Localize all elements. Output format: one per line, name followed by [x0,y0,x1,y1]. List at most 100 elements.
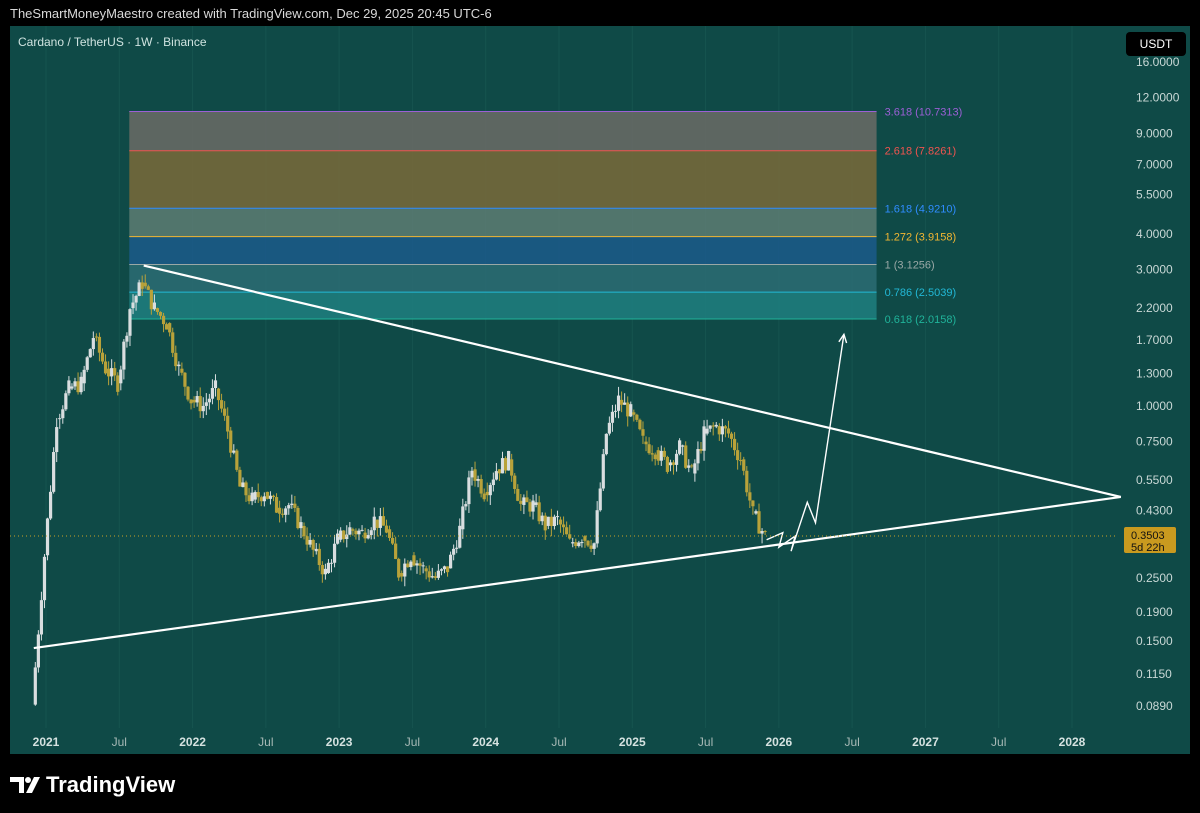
candle-body [256,492,260,498]
y-tick-label: 0.5500 [1136,473,1173,487]
candle-body [177,364,181,367]
candle-body [760,531,764,534]
x-tick-label: 2024 [472,735,499,749]
candle-body [384,525,389,533]
candle-body [671,462,676,465]
candle-body [500,458,505,474]
candle-body [192,399,196,403]
x-tick-label: 2025 [619,735,646,749]
candle-body [305,536,309,545]
candle-body [659,450,663,461]
y-tick-label: 1.3000 [1136,366,1173,380]
triangle-upper-line [143,264,1122,499]
candle-body [467,477,471,505]
candle-body [82,369,86,384]
candle-body [207,398,211,403]
candle-body [226,415,230,432]
candle-body [668,462,673,466]
fib-band [129,236,877,265]
candle-body [97,336,102,353]
candle-body [516,488,520,501]
candle-body [67,380,71,394]
fib-level-label: 2.618 (7.8261) [885,146,957,158]
candle-body [45,518,50,556]
candle-body [290,503,294,505]
candle-body [351,529,355,531]
candle-body [687,465,691,468]
candle-body [158,311,163,316]
candle-body [137,282,141,296]
candle-body [357,530,361,535]
candle-body [525,497,529,503]
candle-body [568,534,572,539]
candle-body [549,516,553,527]
candle-body [100,352,105,362]
candle-body [394,543,398,559]
candle-body [647,444,651,454]
candle-body [684,445,688,468]
candle-body [52,452,56,492]
candle-body [64,393,68,410]
x-tick-label: Jul [258,735,273,749]
footer [0,754,1200,813]
candle-body [476,479,480,481]
candle-body [616,395,621,411]
candle-body [485,491,489,496]
candle-body [540,515,544,522]
candle-body [415,563,419,566]
candle-body [146,286,150,290]
candle-body [619,399,624,405]
candle-body [168,323,172,333]
candle-body [262,496,266,502]
candle-body [73,381,77,387]
candle-body [445,566,450,573]
candle-body [632,412,636,415]
candle-body [128,309,132,336]
candle-body [241,482,245,488]
candle-body [235,450,239,470]
candle-body [232,450,236,453]
candle-body [223,408,227,416]
x-tick-label: 2023 [326,735,353,749]
candle-body [583,536,587,541]
candle-body [439,569,444,571]
candle-body [763,531,767,533]
candle-body [106,368,111,377]
candle-body [690,465,694,467]
candle-body [623,402,627,405]
candle-body [546,516,550,526]
projection-line [766,334,845,552]
candle-body [681,445,685,447]
candle-body [479,479,483,494]
candle-body [732,438,737,451]
y-tick-label: 4.0000 [1136,227,1173,241]
y-tick-label: 12.0000 [1136,91,1180,105]
currency-button[interactable]: USDT [1126,32,1186,56]
candle-body [604,433,608,455]
y-tick-label: 9.0000 [1136,126,1173,140]
candle-body [662,450,666,457]
candle-body [561,524,566,528]
x-tick-label: Jul [698,735,713,749]
candle-body [311,539,315,550]
x-tick-label: Jul [551,735,566,749]
fibonacci-extension: 3.618 (10.7313) 2.618 (7.8261) 1.618 (4.92… [129,107,962,326]
y-tick-label: 0.0890 [1136,699,1173,713]
candle-body [320,564,324,575]
candle-body [403,563,407,577]
candles [33,274,767,706]
candle-body [705,428,709,434]
candle-body [149,289,153,310]
candle-body [48,491,53,519]
candle-body [165,324,169,330]
candle-body [360,529,364,531]
candle-body [369,530,373,536]
candle-body [552,516,557,527]
candle-body [702,426,706,451]
triangle-lower-line [33,495,1122,650]
candle-body [644,441,648,445]
candle-body [287,505,291,509]
candle-body [503,458,508,471]
